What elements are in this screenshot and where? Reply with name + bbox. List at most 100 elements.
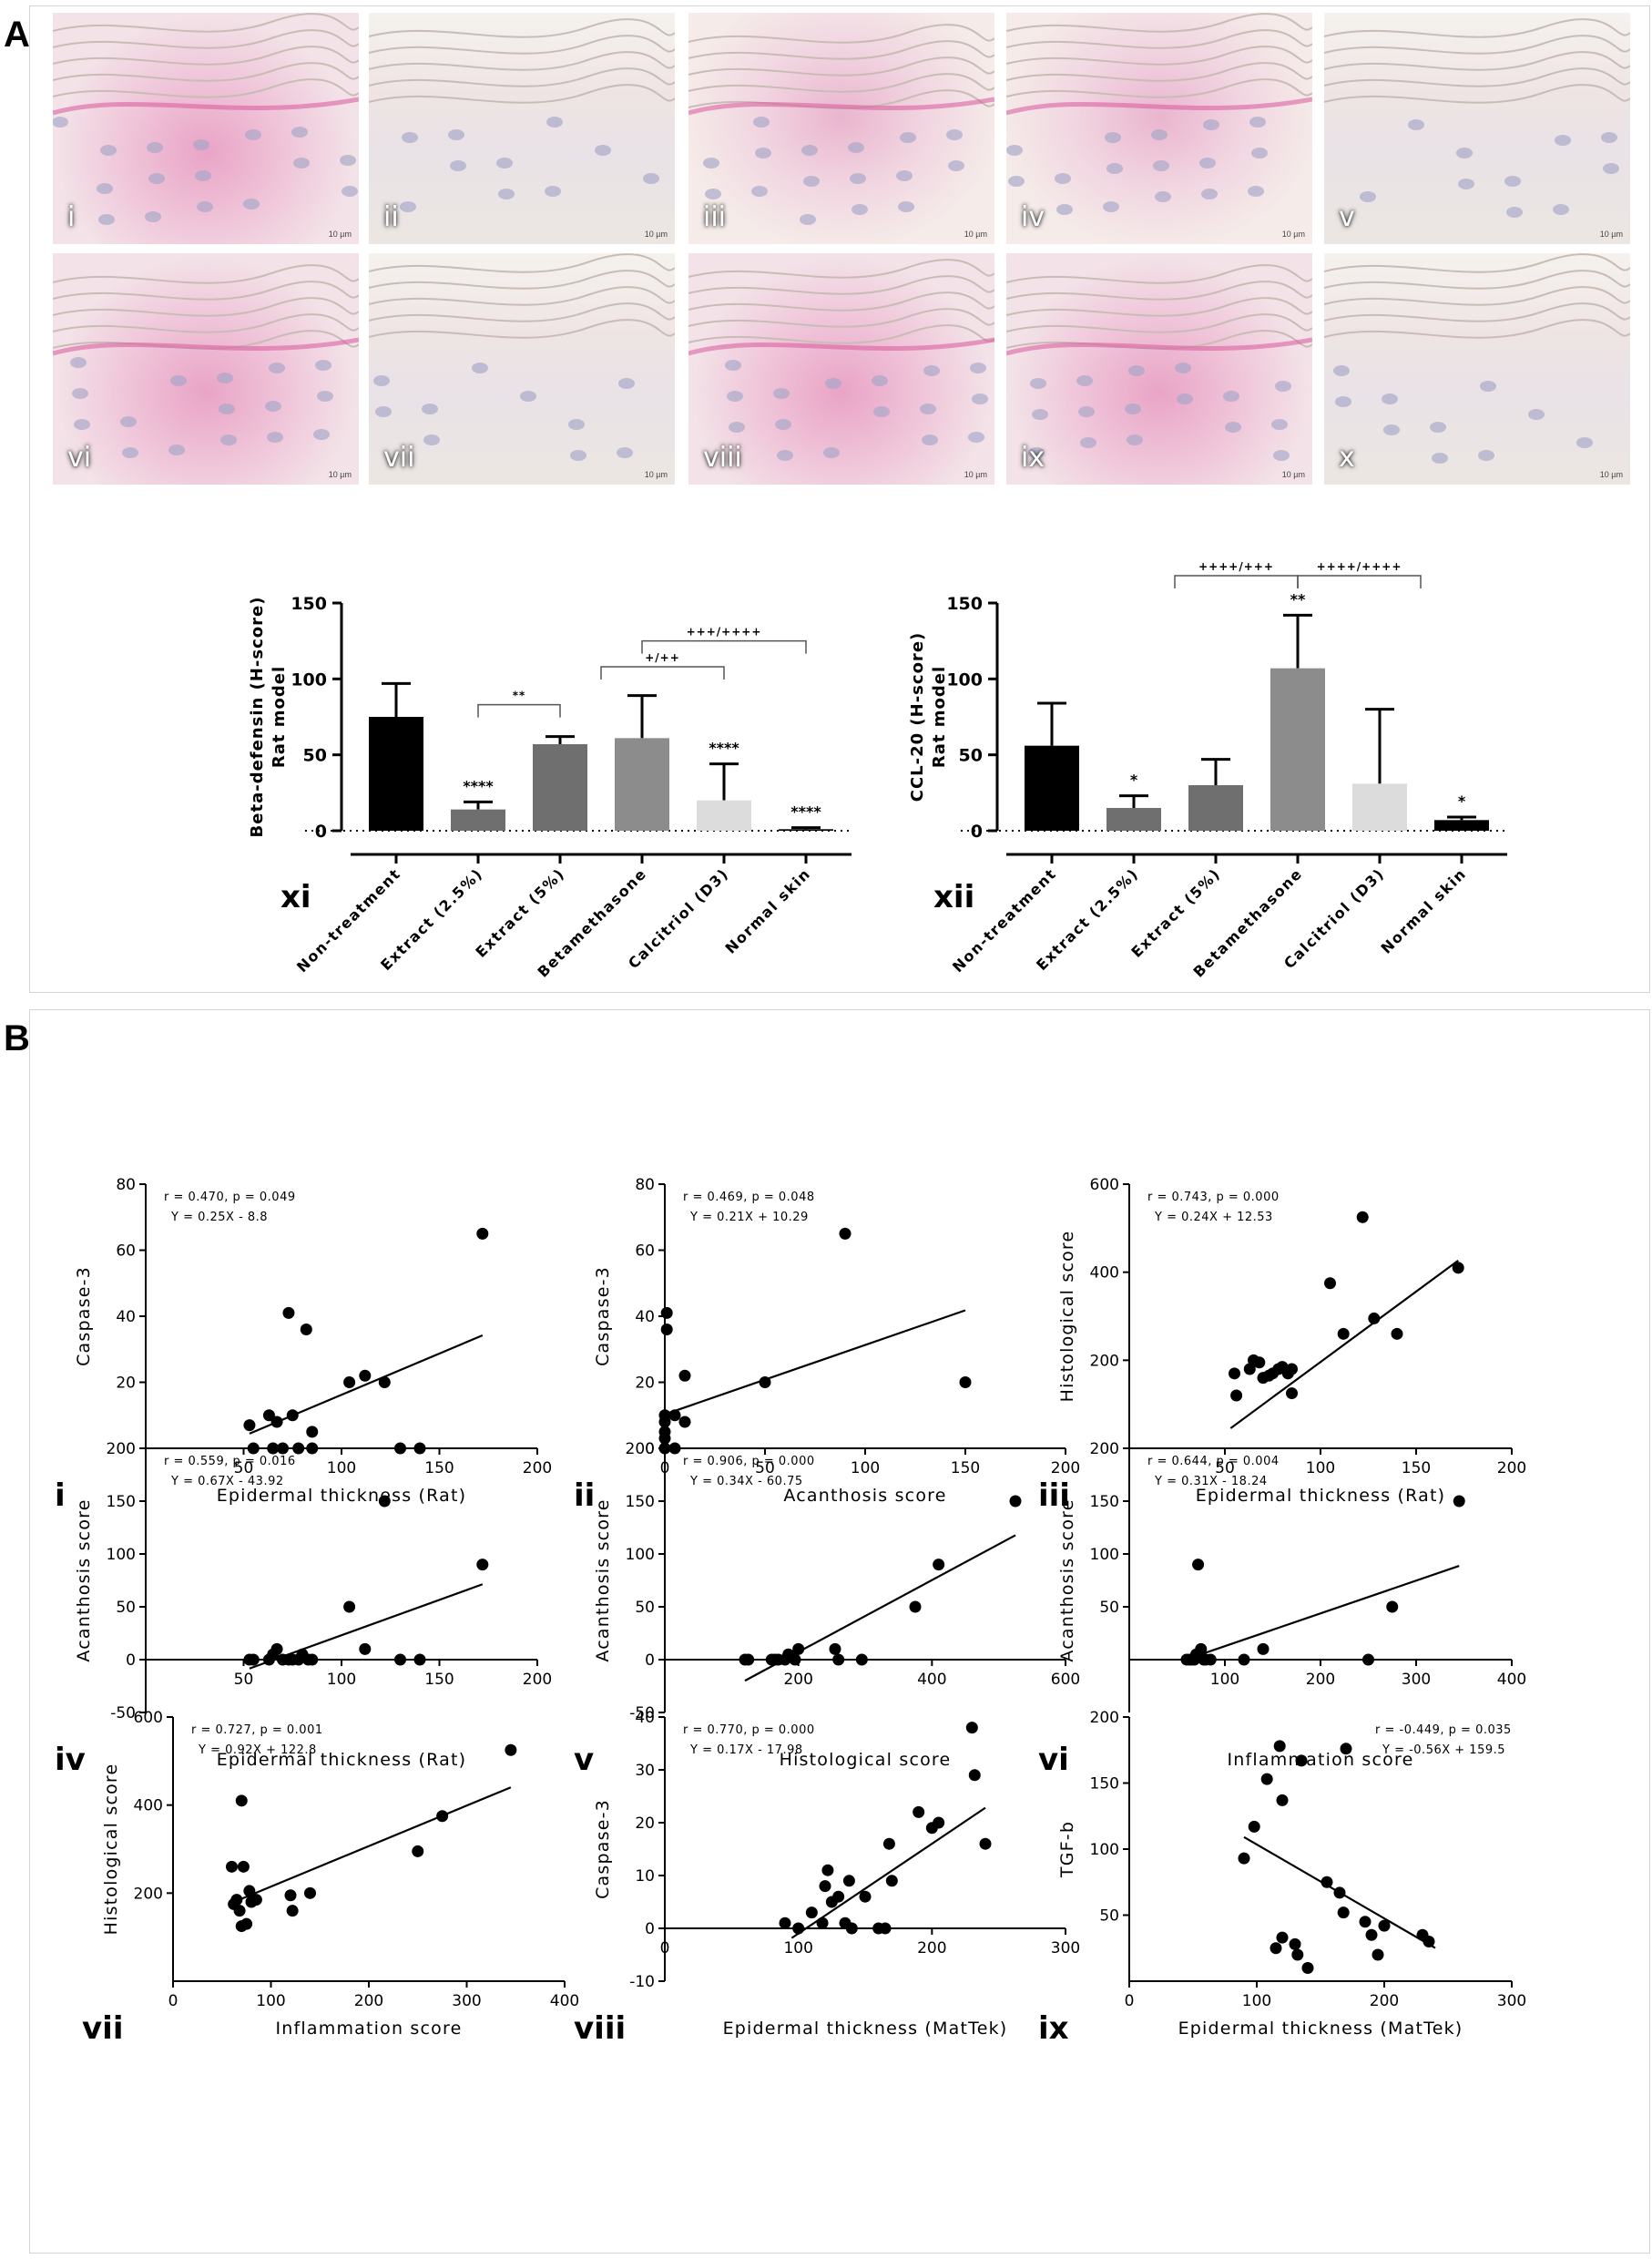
data-point [660, 1324, 673, 1335]
y-tick-label: 200 [626, 1440, 655, 1458]
bracket-label: ++++/++++ [1317, 560, 1402, 573]
data-point [394, 1442, 406, 1455]
category-label: Extract (5%) [472, 864, 567, 960]
data-point [668, 1409, 681, 1422]
micrograph-label: v [1339, 201, 1355, 233]
data-point [819, 1880, 831, 1893]
significance-stars: **** [463, 777, 494, 794]
data-point [1291, 1948, 1304, 1961]
regression-line [249, 1334, 484, 1435]
data-point [270, 1416, 283, 1428]
y-tick-label: 100 [291, 670, 327, 690]
data-point [1195, 1642, 1208, 1655]
scale-bar-label: 10 µm [1599, 230, 1623, 239]
data-point [240, 1917, 253, 1930]
y-axis-label: Acanthosis score [1057, 1498, 1077, 1661]
data-point [1253, 1356, 1266, 1369]
data-point [658, 1426, 671, 1438]
micrograph-v: v 10 µm [1324, 13, 1630, 244]
y-tick-label: 150 [291, 594, 327, 614]
chart-panel-label: vi [1038, 1742, 1069, 1778]
chart-panel-label: vii [82, 2010, 123, 2047]
data-point [913, 1805, 925, 1818]
x-tick-label: 50 [755, 1459, 775, 1477]
data-point [965, 1722, 978, 1734]
data-point [829, 1642, 841, 1655]
chart-panel-label: ix [1038, 2010, 1069, 2047]
x-tick-label: 100 [1242, 1992, 1271, 2010]
x-axis-label: Inflammation score [275, 2019, 462, 2039]
scatter-plot-vi: 50 100 150 200 100 200 300 400 Inflammation scor… [1038, 1440, 1526, 1778]
chart-panel-label: ii [574, 1477, 595, 1514]
data-point [660, 1306, 673, 1319]
x-tick-label: 200 [783, 1671, 812, 1689]
x-axis-label: Epidermal thickness (Rat) [217, 1486, 467, 1506]
data-point [821, 1864, 834, 1876]
regression-equation: Y = 0.21X + 10.29 [689, 1211, 809, 1224]
y-tick-label: 50 [635, 1599, 655, 1617]
y-axis-label: Histological score [101, 1763, 121, 1936]
significance-stars: * [1458, 792, 1466, 810]
data-point [233, 1905, 246, 1917]
micrograph-ii: ii 10 µm [369, 13, 675, 244]
x-tick-label: 100 [1306, 1459, 1335, 1477]
data-point [1248, 1820, 1260, 1833]
data-point [678, 1369, 691, 1382]
data-point [879, 1922, 892, 1935]
data-point [343, 1376, 356, 1388]
y-tick-label: 40 [635, 1709, 655, 1727]
micrograph-x: x 10 µm [1324, 253, 1630, 485]
x-tick-label: 50 [234, 1671, 254, 1689]
significance-stars: **** [709, 740, 739, 757]
panel-b-letter: B [4, 1018, 30, 1058]
y-tick-label: 50 [116, 1599, 136, 1617]
micrograph-i: i 10 µm [53, 13, 359, 244]
y-tick-label: 100 [1090, 1546, 1119, 1564]
data-point [1295, 1754, 1308, 1767]
micrograph-vii: vii 10 µm [369, 253, 675, 485]
bar [1188, 785, 1243, 831]
data-point [792, 1922, 805, 1935]
y-tick-label: 0 [645, 1651, 655, 1670]
x-tick-label: 200 [917, 1939, 946, 1957]
y-tick-label: 20 [635, 1375, 655, 1393]
y-tick-label: 100 [107, 1546, 136, 1564]
y-axis-label: TGF-b [1057, 1821, 1077, 1878]
bar [451, 809, 505, 831]
data-point [816, 1917, 829, 1929]
data-point [1378, 1919, 1391, 1932]
data-point [282, 1306, 295, 1319]
x-tick-label: 200 [523, 1459, 552, 1477]
data-point [413, 1442, 426, 1455]
y-tick-label: 150 [1090, 1493, 1119, 1511]
micrograph-label: vii [383, 442, 415, 474]
y-axis-label: Beta-defensin (H-score) [248, 597, 267, 838]
significance-stars: * [1130, 772, 1138, 789]
regression-line [231, 1786, 512, 1904]
chart-panel-label: viii [574, 2010, 626, 2047]
y-tick-label: 10 [635, 1867, 655, 1886]
data-point [270, 1642, 283, 1655]
data-point [286, 1409, 299, 1422]
significance-stars: ** [1290, 590, 1306, 608]
bar [1270, 668, 1325, 831]
x-tick-label: 50 [234, 1459, 254, 1477]
data-point [250, 1894, 262, 1906]
data-point [1229, 1367, 1240, 1380]
correlation-stats: r = 0.906, p = 0.000 [683, 1455, 815, 1468]
micrograph-label: x [1339, 442, 1355, 474]
bar-chart-xi: 0 50 100 150 Beta-defensin (H-score) Rat mode… [248, 594, 851, 981]
data-point [882, 1837, 895, 1850]
x-tick-label: 400 [1497, 1671, 1526, 1689]
micrograph-viii: viii 10 µm [688, 253, 994, 485]
data-point [1276, 1931, 1289, 1944]
data-point [1359, 1916, 1372, 1928]
x-tick-label: 300 [1402, 1671, 1431, 1689]
micrograph-iii: iii 10 µm [688, 13, 994, 244]
y-tick-label: 80 [116, 1176, 136, 1194]
data-point [1009, 1495, 1022, 1508]
micrograph-label: ii [383, 201, 399, 233]
y-tick-label: 40 [116, 1308, 136, 1326]
x-axis-label: Epidermal thickness (Rat) [217, 1750, 467, 1770]
